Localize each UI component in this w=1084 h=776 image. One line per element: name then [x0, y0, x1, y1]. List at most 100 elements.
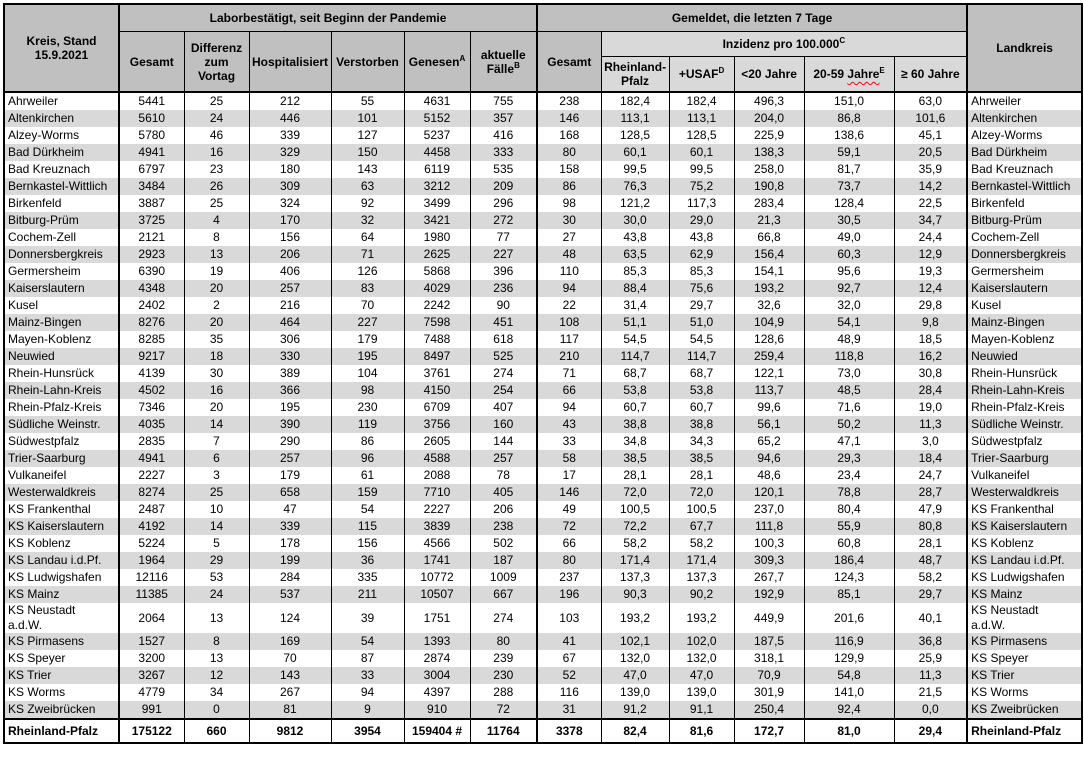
kreis-cell: Neuwied: [3, 348, 120, 365]
value-cell: 54: [330, 501, 405, 518]
value-cell: 3887: [118, 195, 185, 212]
value-cell: 117: [536, 331, 602, 348]
value-cell: 151,0: [803, 91, 895, 110]
table-row: Cochem-Zell 2121 8 156 64 1980 77 27 43,8 43,8 66,…: [3, 229, 1083, 246]
value-cell: 20: [183, 314, 250, 331]
value-cell: 29,0: [668, 212, 735, 229]
value-cell: 660: [183, 718, 250, 744]
value-cell: 168: [536, 127, 602, 144]
value-cell: 451: [469, 314, 538, 331]
value-cell: 141,0: [803, 684, 895, 701]
value-cell: 2487: [118, 501, 185, 518]
value-cell: 108: [536, 314, 602, 331]
value-cell: 72,2: [600, 518, 670, 535]
value-cell: 113,7: [733, 382, 805, 399]
value-cell: 102,0: [668, 633, 735, 650]
value-cell: 1527: [118, 633, 185, 650]
value-cell: 92,4: [803, 701, 895, 719]
value-cell: 11764: [469, 718, 538, 744]
value-cell: 8276: [118, 314, 185, 331]
value-cell: 537: [248, 586, 332, 603]
value-cell: 100,5: [668, 501, 735, 518]
kreis-cell: Bitburg-Prüm: [3, 212, 120, 229]
value-cell: 71,6: [803, 399, 895, 416]
value-cell: 64: [330, 229, 405, 246]
value-cell: 29,7: [668, 297, 735, 314]
kreis-cell: Altenkirchen: [3, 110, 120, 127]
value-cell: 0: [183, 701, 250, 719]
value-cell: 30: [183, 365, 250, 382]
landkreis-cell: Südliche Weinstr.: [966, 416, 1083, 433]
value-cell: 85,3: [600, 263, 670, 280]
kreis-cell: KS Speyer: [3, 650, 120, 667]
value-cell: 396: [469, 263, 538, 280]
value-cell: 67,7: [668, 518, 735, 535]
value-cell: 910: [403, 701, 471, 719]
value-cell: 139,0: [668, 684, 735, 701]
value-cell: 24,7: [893, 467, 968, 484]
value-cell: 2625: [403, 246, 471, 263]
kreis-cell: Südliche Weinstr.: [3, 416, 120, 433]
value-cell: 77: [469, 229, 538, 246]
landkreis-cell: Cochem-Zell: [966, 229, 1083, 246]
value-cell: 60,1: [600, 144, 670, 161]
value-cell: 92: [330, 195, 405, 212]
value-cell: 13: [183, 246, 250, 263]
value-cell: 28,1: [893, 535, 968, 552]
value-cell: 3725: [118, 212, 185, 229]
value-cell: 156: [330, 535, 405, 552]
value-cell: 87: [330, 650, 405, 667]
value-cell: 8: [183, 633, 250, 650]
value-cell: 21,5: [893, 684, 968, 701]
value-cell: 227: [469, 246, 538, 263]
value-cell: 2402: [118, 297, 185, 314]
value-cell: 193,2: [733, 280, 805, 297]
value-cell: 43,8: [668, 229, 735, 246]
value-cell: 4139: [118, 365, 185, 382]
value-cell: 210: [536, 348, 602, 365]
value-cell: 274: [469, 603, 538, 633]
kreis-cell: Birkenfeld: [3, 195, 120, 212]
value-cell: 3954: [330, 718, 405, 744]
value-cell: 67: [536, 650, 602, 667]
table-row: KS Koblenz 5224 5 178 156 4566 502 66 58,2 58,2 10…: [3, 535, 1083, 552]
value-cell: 63: [330, 178, 405, 195]
value-cell: 159: [330, 484, 405, 501]
value-cell: 182,4: [600, 91, 670, 110]
value-cell: 267,7: [733, 569, 805, 586]
kreis-cell: Donnersbergkreis: [3, 246, 120, 263]
value-cell: 329: [248, 144, 332, 161]
value-cell: 238: [536, 91, 602, 110]
value-cell: 38,8: [600, 416, 670, 433]
value-cell: 464: [248, 314, 332, 331]
value-cell: 357: [469, 110, 538, 127]
value-cell: 20,5: [893, 144, 968, 161]
value-cell: 179: [248, 467, 332, 484]
value-cell: 32,0: [803, 297, 895, 314]
landkreis-cell: KS Neustadt a.d.W.: [966, 603, 1083, 633]
value-cell: 80: [469, 633, 538, 650]
value-cell: 132,0: [668, 650, 735, 667]
value-cell: 33: [330, 667, 405, 684]
landkreis-cell: Vulkaneifel: [966, 467, 1083, 484]
value-cell: 45,1: [893, 127, 968, 144]
value-cell: 3200: [118, 650, 185, 667]
value-cell: 4397: [403, 684, 471, 701]
value-cell: 3212: [403, 178, 471, 195]
value-cell: 60,8: [803, 535, 895, 552]
kreis-cell: Rheinland-Pfalz: [3, 718, 120, 744]
landkreis-cell: Donnersbergkreis: [966, 246, 1083, 263]
value-cell: 755: [469, 91, 538, 110]
value-cell: 28,1: [600, 467, 670, 484]
value-cell: 121,2: [600, 195, 670, 212]
value-cell: 102,1: [600, 633, 670, 650]
value-cell: 154,1: [733, 263, 805, 280]
value-cell: 7: [183, 433, 250, 450]
value-cell: 318,1: [733, 650, 805, 667]
value-cell: 8285: [118, 331, 185, 348]
value-cell: 50,2: [803, 416, 895, 433]
value-cell: 43: [536, 416, 602, 433]
value-cell: 991: [118, 701, 185, 719]
value-cell: 72,0: [668, 484, 735, 501]
value-cell: 5780: [118, 127, 185, 144]
